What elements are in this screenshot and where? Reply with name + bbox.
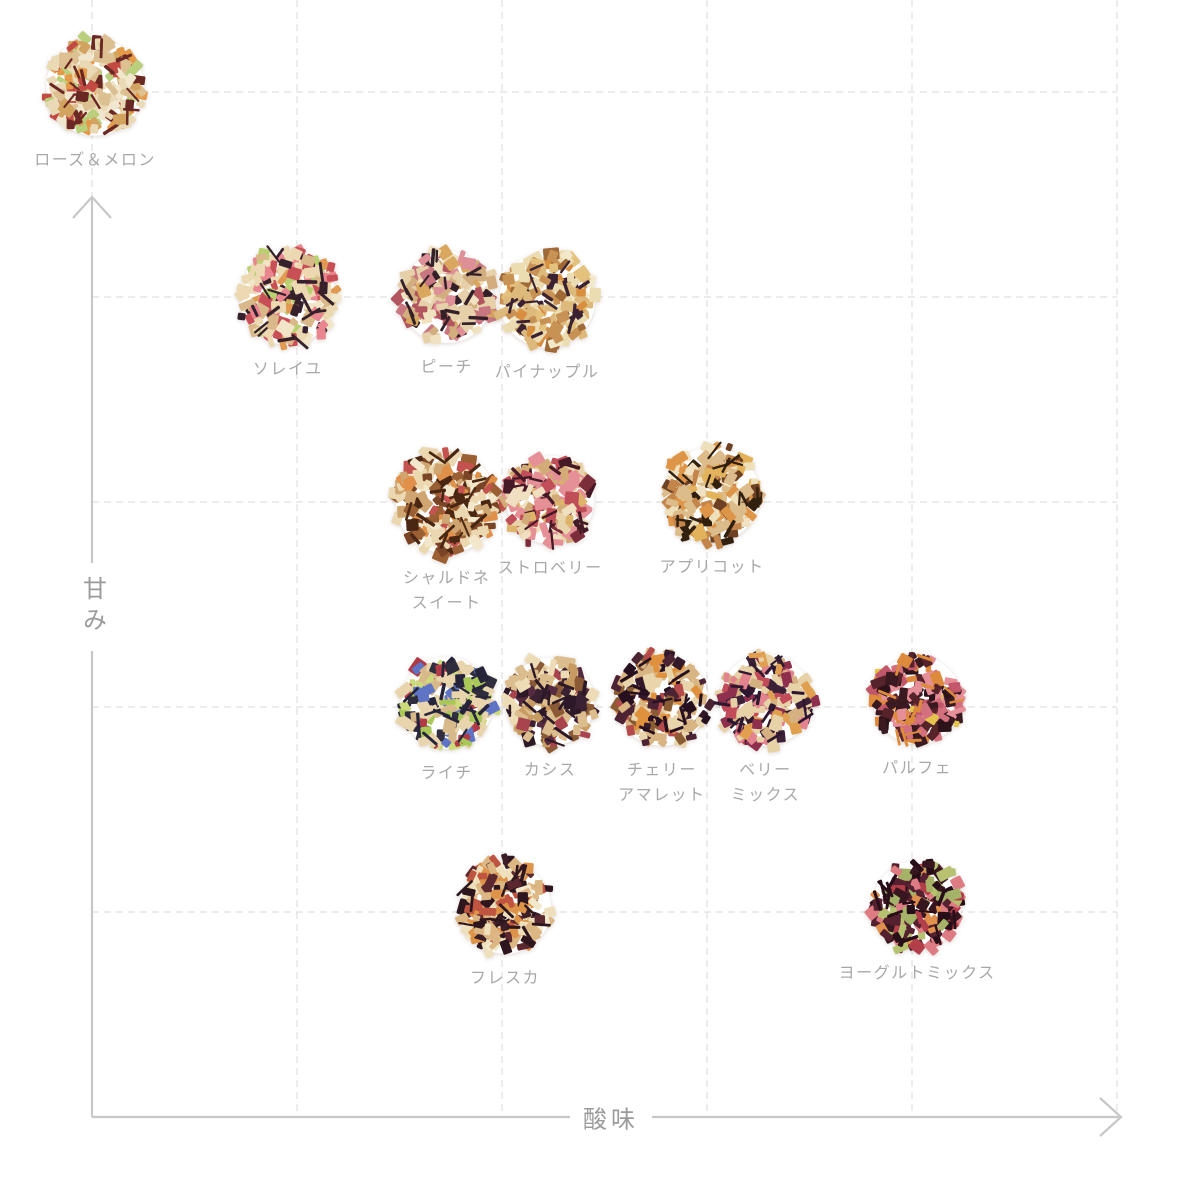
tea-blend-label-4: パイナップル	[494, 364, 600, 382]
tea-blend-point-8	[394, 656, 501, 751]
tea-blend-point-12	[865, 652, 967, 748]
tea-blend-point-11	[713, 648, 821, 753]
tea-blend-label-3: ピーチ	[420, 359, 473, 376]
arrow-right-icon	[1099, 1097, 1123, 1137]
tea-blend-label-12: パルフェ	[882, 759, 953, 777]
tea-blend-point-2	[234, 244, 342, 351]
tea-blend-point-1	[41, 31, 148, 136]
tea-blend-point-4	[493, 247, 601, 353]
y-axis-label-sweetness: 甘み	[72, 563, 112, 651]
tea-blend-label-6: ストロベリー	[497, 559, 603, 577]
x-axis-label-acidity: 酸味	[570, 1097, 652, 1137]
tea-blend-label-14: ヨーグルトミックス	[838, 964, 996, 982]
arrow-up-icon	[72, 195, 112, 219]
tea-blend-point-9	[501, 653, 600, 754]
tea-blend-point-14	[864, 858, 966, 956]
tea-blend-label-13: フレスカ	[470, 969, 541, 987]
tea-blend-label-10: チェリー アマレット	[618, 761, 706, 804]
tea-blend-point-13	[454, 853, 557, 959]
tea-blend-label-1: ローズ＆メロン	[34, 151, 156, 169]
tea-blend-point-6	[498, 451, 597, 550]
tea-blend-label-2: ソレイユ	[252, 361, 323, 378]
tea-blend-label-8: ライチ	[420, 764, 473, 782]
tea-blend-point-5	[388, 446, 508, 564]
tea-blend-label-7: アプリコット	[659, 558, 765, 576]
tea-blend-point-3	[390, 244, 500, 345]
tea-blend-label-5: シャルドネ スイート	[402, 570, 491, 612]
tea-blend-point-7	[660, 441, 767, 550]
tea-blend-point-10	[610, 646, 716, 748]
tea-blend-label-11: ベリー ミックス	[730, 761, 801, 804]
tea-blend-label-9: カシス	[523, 761, 577, 779]
